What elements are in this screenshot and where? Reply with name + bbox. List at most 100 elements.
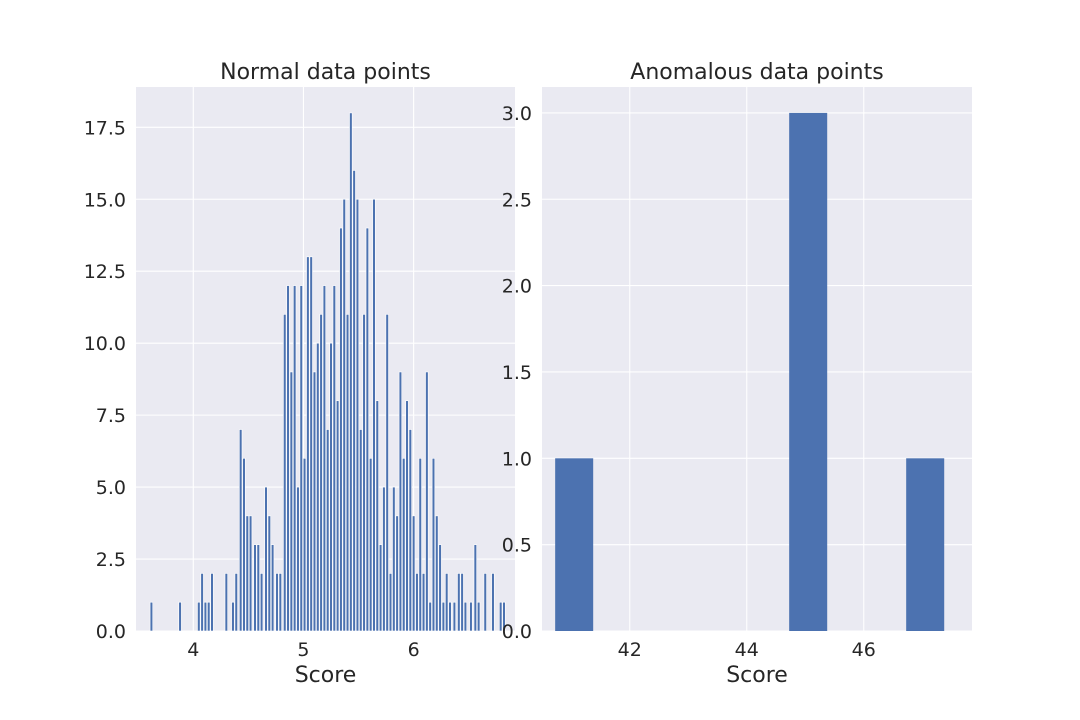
bar — [242, 458, 246, 632]
bar — [402, 458, 406, 632]
x-tick-label: 44 — [735, 639, 759, 661]
bar — [283, 314, 287, 632]
bar — [421, 573, 426, 632]
bar — [369, 458, 373, 632]
bar — [362, 314, 366, 632]
bar — [349, 112, 353, 632]
bar — [302, 458, 307, 632]
bar — [245, 515, 249, 632]
bar — [460, 573, 464, 632]
x-tick-label: 6 — [408, 639, 420, 661]
bar — [372, 198, 376, 632]
bar — [392, 486, 396, 632]
bar — [200, 573, 204, 632]
x-tick-label: 42 — [618, 639, 642, 661]
bar — [256, 544, 260, 632]
bar — [412, 515, 416, 632]
y-tick-label: 2.0 — [502, 276, 532, 298]
x-axis-label: Score — [295, 663, 357, 688]
y-tick-label: 5.0 — [96, 477, 126, 499]
bar — [286, 285, 290, 632]
bar — [316, 342, 320, 632]
y-tick-label: 2.5 — [96, 549, 126, 571]
bar — [491, 573, 495, 632]
bar — [270, 544, 275, 632]
bar — [375, 400, 379, 632]
bar — [382, 486, 386, 632]
bar — [299, 285, 303, 632]
bar — [906, 458, 945, 631]
bar — [395, 515, 399, 632]
bar — [278, 573, 282, 632]
bar — [448, 601, 452, 632]
bar — [359, 429, 363, 632]
bar — [335, 400, 340, 632]
bar — [296, 486, 300, 632]
y-tick-label: 10.0 — [84, 333, 126, 355]
y-tick-label: 0.5 — [502, 535, 532, 557]
bar — [309, 256, 313, 632]
bar — [259, 573, 264, 632]
bar — [385, 314, 389, 632]
bar — [289, 371, 293, 632]
bar — [452, 601, 457, 632]
bar — [306, 256, 310, 632]
bar — [441, 601, 446, 632]
x-axis-label: Score — [726, 663, 788, 688]
bar — [365, 227, 369, 632]
bar — [378, 544, 383, 632]
bar — [234, 573, 238, 632]
bar — [477, 601, 481, 632]
bar — [210, 573, 214, 632]
bar — [445, 573, 449, 632]
bar — [438, 544, 442, 632]
bar — [355, 198, 360, 632]
bar — [789, 112, 828, 631]
bar — [326, 429, 330, 632]
bar — [425, 371, 429, 632]
bar — [197, 601, 201, 632]
y-tick-label: 7.5 — [96, 405, 126, 427]
bar — [502, 601, 506, 632]
y-tick-label: 17.5 — [84, 117, 126, 139]
y-tick-label: 15.0 — [84, 189, 126, 211]
bar — [428, 601, 432, 632]
bar — [483, 573, 487, 632]
bar — [329, 342, 333, 632]
y-tick-label: 1.5 — [502, 362, 532, 384]
bar — [224, 573, 228, 632]
x-tick-label: 46 — [852, 639, 876, 661]
bar — [405, 400, 409, 632]
bar — [469, 601, 473, 632]
bar — [231, 601, 235, 632]
bar — [332, 285, 336, 632]
chart-title: Normal data points — [220, 60, 431, 85]
plot-area — [542, 87, 972, 631]
bar — [398, 371, 403, 632]
anomalous-data-points-panel: 42 44 46 0.0 0.5 1.0 1.5 2.0 2.5 3.0 Anomalous dat… — [502, 60, 972, 688]
bar — [312, 371, 317, 632]
bar — [415, 573, 419, 632]
bar — [555, 458, 594, 631]
bar — [463, 601, 468, 632]
bar — [178, 601, 182, 632]
bar — [248, 515, 253, 632]
bar — [149, 601, 154, 632]
y-tick-label: 2.5 — [502, 189, 532, 211]
y-tick-label: 3.0 — [502, 103, 532, 125]
bar — [457, 573, 461, 632]
x-tick-label: 4 — [187, 639, 199, 661]
y-tick-label: 0.0 — [96, 621, 126, 643]
bar — [264, 486, 268, 632]
normal-data-points-panel: 4 5 6 0.0 2.5 5.0 7.5 10.0 12.5 15.0 17.5 Normal da… — [84, 60, 515, 688]
x-tick-label: 5 — [297, 639, 309, 661]
bar — [207, 601, 211, 632]
bar — [418, 458, 422, 632]
bar — [203, 601, 208, 632]
y-tick-label: 0.0 — [502, 621, 532, 643]
bar — [275, 573, 279, 632]
chart-title: Anomalous data points — [630, 60, 883, 85]
y-tick-label: 12.5 — [84, 261, 126, 283]
bar — [239, 429, 243, 632]
bar — [342, 198, 346, 632]
